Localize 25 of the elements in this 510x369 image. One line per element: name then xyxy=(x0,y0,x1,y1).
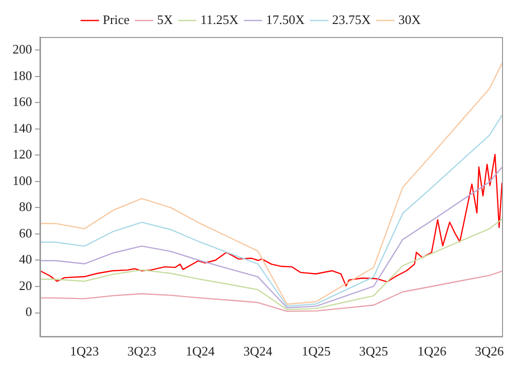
legend-label: 5X xyxy=(157,12,174,27)
y-tick-label: 80 xyxy=(19,199,32,214)
y-tick-label: 140 xyxy=(12,120,32,136)
x-tick-label: 3Q26 xyxy=(474,344,504,359)
x-tick-label: 1Q26 xyxy=(417,344,447,359)
y-tick-label: 20 xyxy=(19,278,32,293)
x-tick-label: 1Q24 xyxy=(186,344,216,359)
y-tick-label: 160 xyxy=(12,94,32,110)
x-tick-label: 3Q23 xyxy=(127,344,156,359)
x-tick-label: 1Q25 xyxy=(302,344,331,359)
y-tick-label: 120 xyxy=(12,146,32,162)
y-tick-label: 180 xyxy=(12,68,32,83)
y-tick-label: 60 xyxy=(19,225,32,240)
x-tick-label: 3Q25 xyxy=(359,344,388,359)
y-tick-label: 40 xyxy=(19,252,32,267)
legend-label: Price xyxy=(102,12,130,27)
legend-label: 11.25X xyxy=(200,12,240,27)
y-tick-label: 200 xyxy=(12,42,32,57)
legend-label: 30X xyxy=(398,12,422,27)
y-tick-label: 0 xyxy=(26,304,32,320)
legend-label: 23.75X xyxy=(332,12,372,27)
legend-label: 17.50X xyxy=(266,12,306,27)
y-tick-label: 100 xyxy=(12,172,32,188)
x-tick-label: 1Q23 xyxy=(70,344,99,359)
x-tick-label: 3Q24 xyxy=(243,344,273,359)
